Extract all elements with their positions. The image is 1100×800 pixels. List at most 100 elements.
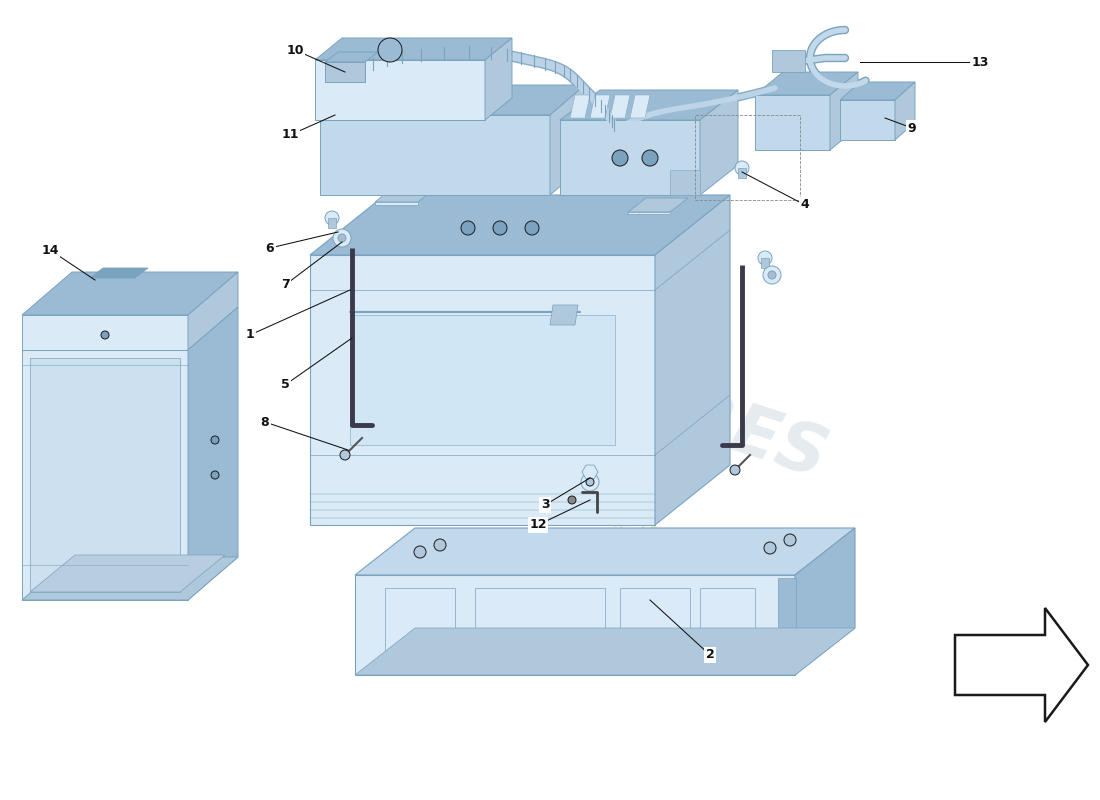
Text: 13: 13 [971, 55, 989, 69]
Polygon shape [30, 358, 180, 592]
Polygon shape [550, 85, 585, 195]
Polygon shape [310, 255, 654, 525]
Polygon shape [324, 62, 365, 82]
Polygon shape [840, 82, 915, 100]
Text: 14: 14 [42, 243, 58, 257]
Polygon shape [620, 588, 690, 665]
Circle shape [764, 542, 776, 554]
Polygon shape [582, 465, 598, 479]
Polygon shape [560, 120, 700, 195]
Circle shape [581, 473, 600, 491]
Circle shape [211, 471, 219, 479]
Polygon shape [315, 60, 485, 120]
Polygon shape [434, 68, 468, 90]
Circle shape [333, 229, 351, 247]
Circle shape [493, 221, 507, 235]
Polygon shape [30, 555, 225, 592]
Circle shape [612, 150, 628, 166]
Polygon shape [90, 268, 148, 278]
Circle shape [758, 251, 772, 265]
Polygon shape [475, 588, 605, 665]
Polygon shape [310, 195, 730, 255]
Text: EUROSPARES: EUROSPARES [324, 269, 836, 491]
Polygon shape [355, 528, 855, 575]
Polygon shape [610, 95, 630, 118]
Polygon shape [761, 258, 769, 268]
Circle shape [101, 331, 109, 339]
Polygon shape [355, 68, 387, 90]
Polygon shape [772, 50, 805, 72]
Circle shape [340, 450, 350, 460]
Circle shape [735, 161, 749, 175]
Polygon shape [955, 608, 1088, 722]
Text: 8: 8 [261, 415, 270, 429]
Polygon shape [670, 170, 700, 195]
Polygon shape [895, 82, 915, 140]
Polygon shape [385, 588, 455, 665]
Polygon shape [22, 350, 188, 600]
Polygon shape [350, 315, 615, 445]
Polygon shape [630, 95, 650, 118]
Circle shape [378, 38, 402, 62]
Polygon shape [830, 72, 858, 150]
Circle shape [338, 234, 346, 242]
Circle shape [568, 496, 576, 504]
Polygon shape [590, 95, 610, 118]
Polygon shape [475, 68, 507, 90]
Polygon shape [375, 202, 418, 205]
Polygon shape [755, 72, 858, 95]
Polygon shape [755, 95, 830, 150]
Polygon shape [628, 198, 688, 212]
Circle shape [763, 266, 781, 284]
Text: 10: 10 [286, 43, 304, 57]
Circle shape [525, 221, 539, 235]
Circle shape [211, 436, 219, 444]
Circle shape [414, 546, 426, 558]
Text: 1: 1 [245, 329, 254, 342]
Polygon shape [22, 315, 188, 350]
Polygon shape [628, 212, 670, 214]
Text: 9: 9 [908, 122, 916, 134]
Circle shape [434, 539, 446, 551]
Polygon shape [188, 307, 238, 600]
Polygon shape [320, 85, 585, 115]
Polygon shape [485, 38, 512, 120]
Circle shape [642, 150, 658, 166]
Circle shape [784, 534, 796, 546]
Polygon shape [700, 90, 738, 195]
Circle shape [324, 211, 339, 225]
Polygon shape [778, 578, 796, 672]
Polygon shape [375, 188, 434, 202]
Polygon shape [570, 95, 590, 118]
Text: 3: 3 [541, 498, 549, 511]
Text: 12: 12 [529, 518, 547, 531]
Text: 11: 11 [282, 129, 299, 142]
Polygon shape [840, 100, 895, 140]
Polygon shape [22, 557, 238, 600]
Text: 4: 4 [801, 198, 810, 211]
Polygon shape [315, 38, 512, 60]
Polygon shape [550, 305, 578, 325]
Text: 7: 7 [280, 278, 289, 291]
Polygon shape [700, 588, 755, 665]
Circle shape [768, 271, 776, 279]
Polygon shape [654, 195, 730, 525]
Polygon shape [22, 272, 238, 315]
Circle shape [730, 465, 740, 475]
Text: 2: 2 [705, 649, 714, 662]
Polygon shape [324, 52, 378, 62]
Polygon shape [328, 218, 336, 228]
Polygon shape [738, 168, 746, 178]
Polygon shape [795, 528, 855, 675]
Text: a passion for parts since 1985: a passion for parts since 1985 [418, 450, 682, 550]
Polygon shape [355, 628, 855, 675]
Text: 5: 5 [280, 378, 289, 391]
Polygon shape [188, 272, 238, 350]
Polygon shape [395, 68, 427, 90]
Polygon shape [320, 115, 550, 195]
Polygon shape [355, 575, 795, 675]
Circle shape [461, 221, 475, 235]
Text: 6: 6 [266, 242, 274, 254]
Circle shape [586, 478, 594, 486]
Polygon shape [560, 90, 738, 120]
